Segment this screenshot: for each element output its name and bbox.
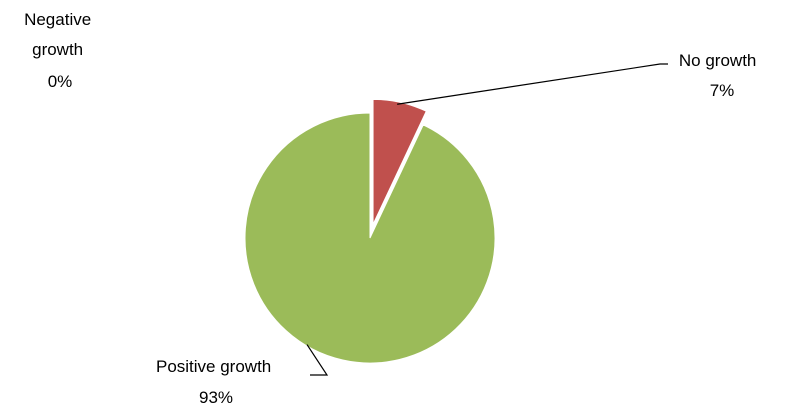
slice-name-positive-growth: Positive growth — [156, 357, 271, 376]
slice-label-no-growth: No growth 7% — [679, 51, 761, 100]
slice-value-negative-growth: 0% — [48, 72, 73, 91]
slice-name-no-growth: No growth — [679, 51, 756, 70]
slice-label-negative-growth-line1: Negative — [24, 10, 91, 29]
slice-label-negative-growth: Negative growth 0% — [24, 10, 96, 91]
pie-slice-positive-growth — [244, 112, 496, 364]
pie-slice-no-growth — [372, 98, 427, 225]
pie-slices — [244, 98, 496, 364]
slice-value-no-growth: 7% — [710, 81, 735, 100]
slice-label-positive-growth: Positive growth 93% — [156, 357, 276, 407]
leader-lines — [306, 63, 668, 376]
leader-line-no-growth — [397, 63, 668, 105]
slice-label-negative-growth-line2: growth — [32, 40, 83, 59]
leader-line-positive-growth — [306, 344, 329, 376]
slice-value-positive-growth: 93% — [199, 388, 233, 407]
